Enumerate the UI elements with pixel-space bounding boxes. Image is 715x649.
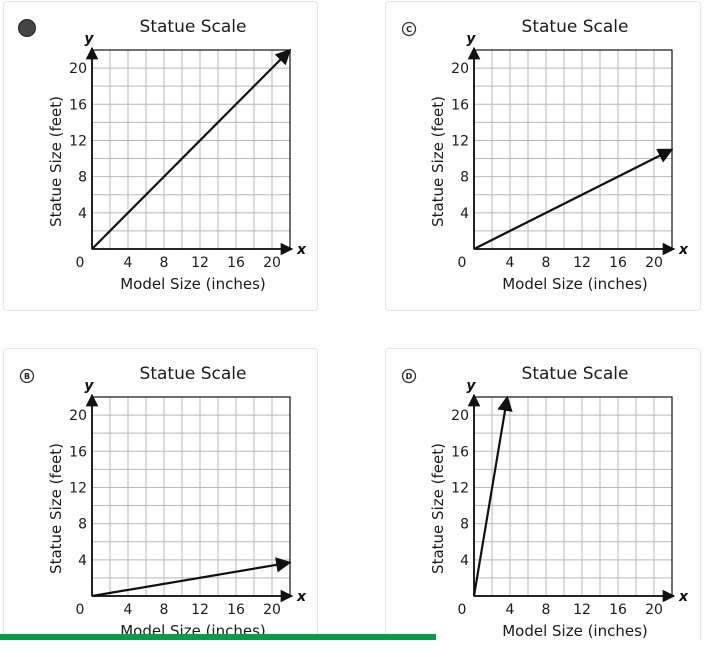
y-tick-label: 20 <box>69 61 87 77</box>
data-series-line <box>91 48 292 250</box>
x-tick-label: 12 <box>191 602 209 618</box>
x-tick-label: 8 <box>542 255 551 271</box>
x-tick-label: 12 <box>573 602 591 618</box>
y-axis-variable: y <box>466 31 476 47</box>
data-series-line <box>91 557 292 598</box>
origin-label: 0 <box>76 255 85 271</box>
data-series-line <box>473 148 674 250</box>
chart-title: Statue Scale <box>522 17 629 37</box>
y-tick-label: 4 <box>460 553 469 569</box>
answer-option-d[interactable]: D Statue Scale x y 0 4 8 12 16 20 4 8 12 16 20 Model Si… <box>385 348 701 640</box>
choice-letter: C <box>406 25 412 34</box>
x-tick-label: 8 <box>160 255 169 271</box>
plot-frame <box>473 49 673 250</box>
choice-letter: D <box>406 372 413 381</box>
y-tick-label: 20 <box>451 408 469 424</box>
y-tick-label: 4 <box>78 553 87 569</box>
y-tick-label: 12 <box>451 480 469 496</box>
x-axis-label: Model Size (inches) <box>502 622 648 640</box>
y-axis-label: Statue Size (feet) <box>47 96 65 227</box>
x-tick-label: 20 <box>645 602 663 618</box>
choice-letter-badge <box>19 368 35 384</box>
x-axis-variable: x <box>296 589 307 605</box>
y-tick-label: 16 <box>69 444 87 460</box>
y-tick-label: 20 <box>69 408 87 424</box>
x-tick-label: 20 <box>263 255 281 271</box>
y-axis-variable: y <box>84 378 94 394</box>
statue-scale-chart-2: C Statue Scale x y 0 4 8 12 16 20 4 8 12 16 20 Model Si… <box>401 17 689 293</box>
statue-scale-chart-1: Statue Scale x y 0 4 8 12 16 20 4 8 12 16 20 Model Siz… <box>18 17 307 293</box>
x-tick-label: 16 <box>227 255 245 271</box>
origin-label: 0 <box>458 255 467 271</box>
grid-lines <box>474 49 673 249</box>
y-tick-label: 16 <box>69 97 87 113</box>
y-tick-label: 8 <box>460 517 469 533</box>
y-tick-label: 8 <box>78 517 87 533</box>
x-tick-label: 20 <box>645 255 663 271</box>
x-axis-variable: x <box>678 589 689 605</box>
y-tick-label: 16 <box>451 97 469 113</box>
y-tick-label: 12 <box>69 480 87 496</box>
chart-title: Statue Scale <box>522 364 629 384</box>
selected-radio-icon <box>18 19 36 37</box>
y-tick-label: 4 <box>78 206 87 222</box>
y-tick-label: 16 <box>451 444 469 460</box>
y-axis-label: Statue Size (feet) <box>47 443 65 574</box>
statue-scale-chart-4: D Statue Scale x y 0 4 8 12 16 20 4 8 12 16 20 Model Si… <box>401 364 689 640</box>
chart-title: Statue Scale <box>140 364 247 384</box>
x-tick-label: 4 <box>124 255 133 271</box>
x-tick-label: 16 <box>609 255 627 271</box>
data-series-line <box>472 395 513 597</box>
x-tick-label: 8 <box>542 602 551 618</box>
progress-bar <box>0 634 436 640</box>
y-axis-label: Statue Size (feet) <box>429 96 447 227</box>
x-tick-label: 12 <box>573 255 591 271</box>
choice-letter-badge <box>401 21 417 37</box>
x-axis-variable: x <box>678 242 689 258</box>
y-axis-variable: y <box>84 31 94 47</box>
answer-option-c[interactable]: C Statue Scale x y 0 4 8 12 16 20 4 8 12 16 20 Model Si… <box>385 1 701 311</box>
y-tick-label: 20 <box>451 61 469 77</box>
x-tick-label: 16 <box>227 602 245 618</box>
x-tick-label: 12 <box>191 255 209 271</box>
answer-option-b[interactable]: B Statue Scale x y 0 4 8 12 16 20 4 8 12 16 20 Model Si… <box>3 348 318 640</box>
y-axis-label: Statue Size (feet) <box>429 443 447 574</box>
answer-option-a[interactable]: Statue Scale x y 0 4 8 12 16 20 4 8 12 16 20 Model Siz… <box>3 1 318 311</box>
y-tick-label: 12 <box>451 133 469 149</box>
grid-lines <box>474 396 673 596</box>
x-tick-label: 4 <box>124 602 133 618</box>
chart-title: Statue Scale <box>140 17 247 37</box>
grid-lines <box>92 396 291 596</box>
y-tick-label: 4 <box>460 206 469 222</box>
x-tick-label: 4 <box>506 602 515 618</box>
origin-label: 0 <box>458 602 467 618</box>
x-axis-label: Model Size (inches) <box>502 275 648 293</box>
y-tick-label: 12 <box>69 133 87 149</box>
plot-frame <box>91 396 291 597</box>
x-tick-label: 8 <box>160 602 169 618</box>
x-tick-label: 4 <box>506 255 515 271</box>
plot-frame <box>473 396 673 597</box>
y-axis-variable: y <box>466 378 476 394</box>
x-tick-label: 20 <box>263 602 281 618</box>
x-axis-label: Model Size (inches) <box>120 275 266 293</box>
x-axis-variable: x <box>296 242 307 258</box>
x-tick-label: 16 <box>609 602 627 618</box>
origin-label: 0 <box>76 602 85 618</box>
choice-letter-badge <box>401 368 417 384</box>
y-tick-label: 8 <box>78 170 87 186</box>
y-tick-label: 8 <box>460 170 469 186</box>
choice-letter: B <box>24 372 30 381</box>
